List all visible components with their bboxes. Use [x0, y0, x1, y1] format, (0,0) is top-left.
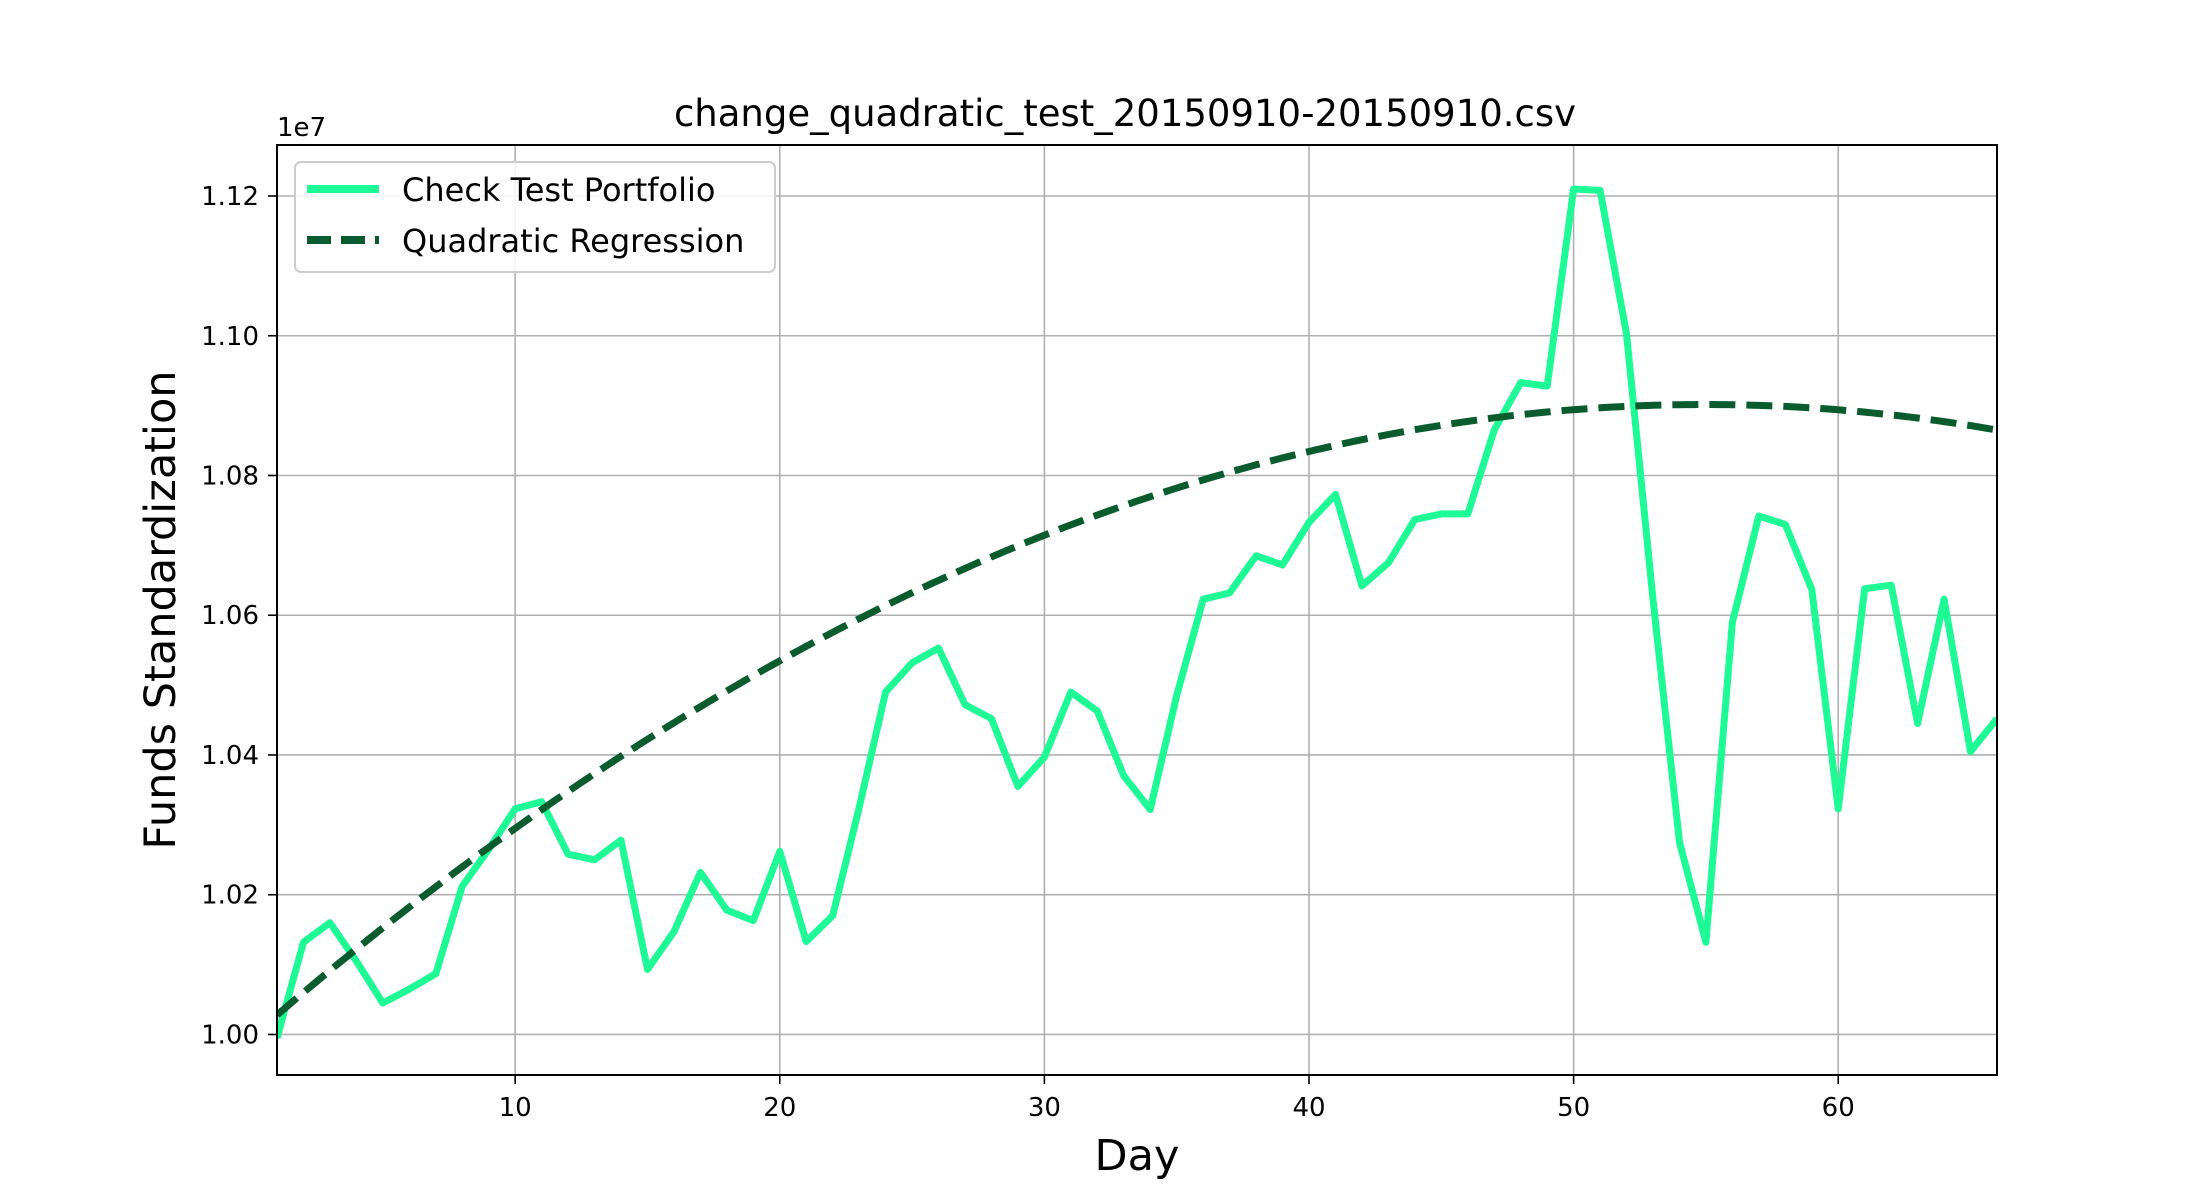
legend-label-check-test-portfolio: Check Test Portfolio — [402, 171, 715, 209]
x-axis-label: Day — [1095, 1131, 1180, 1181]
y-tick-label: 1.02 — [201, 881, 259, 911]
x-tick-label: 10 — [499, 1093, 532, 1123]
x-axis: 10 20 30 40 50 60 — [499, 1075, 1855, 1123]
plot-frame — [276, 144, 1998, 1076]
gridlines — [277, 145, 1997, 1075]
chart-title: change_quadratic_test_20150910-20150910.… — [674, 92, 1576, 135]
y-axis-offset-label: 1e7 — [277, 113, 326, 143]
series-layer — [277, 185, 1997, 1039]
series-line-check-test-portfolio — [277, 185, 1997, 1039]
x-tick-label: 40 — [1292, 1093, 1325, 1123]
x-tick-label: 60 — [1822, 1093, 1855, 1123]
legend: Check Test Portfolio Quadratic Regressio… — [294, 161, 776, 273]
y-tick-label: 1.12 — [201, 182, 259, 212]
y-tick-label: 1.10 — [201, 322, 259, 352]
y-tick-label: 1.06 — [201, 601, 259, 631]
x-tick-label: 20 — [763, 1093, 796, 1123]
series-line-quadratic-regression — [277, 401, 1997, 1018]
y-tick-label: 1.04 — [201, 741, 259, 771]
y-axis-label: Funds Standardization — [136, 370, 186, 849]
x-tick-label: 30 — [1028, 1093, 1061, 1123]
x-tick-label: 50 — [1557, 1093, 1590, 1123]
legend-box — [294, 161, 776, 273]
y-tick-label: 1.08 — [201, 461, 259, 491]
legend-label-quadratic-regression: Quadratic Regression — [402, 222, 744, 260]
y-tick-label: 1.00 — [201, 1020, 259, 1050]
y-axis: 1.00 1.02 1.04 1.06 1.08 1.10 1.12 — [201, 182, 277, 1050]
